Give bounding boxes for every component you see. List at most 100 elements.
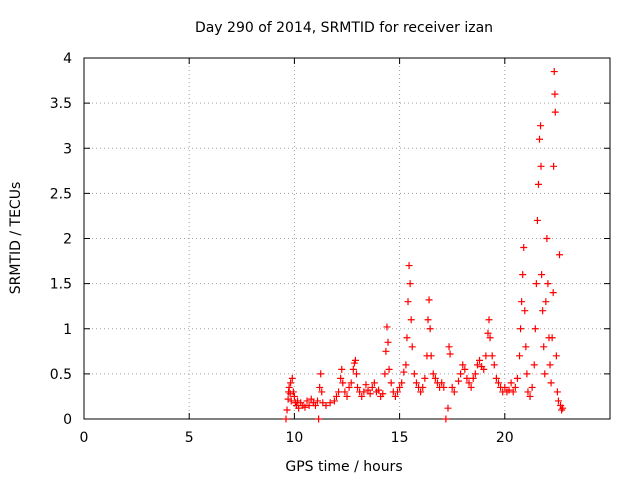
data-point: [379, 390, 387, 398]
data-point: [283, 406, 291, 414]
data-point: [383, 323, 391, 331]
data-point: [485, 316, 493, 324]
y-tick-label: 1.5: [50, 277, 72, 293]
data-point: [517, 325, 525, 333]
data-point: [445, 343, 453, 351]
data-point: [295, 404, 303, 412]
data-point: [552, 352, 560, 360]
data-point: [501, 383, 509, 391]
y-tick-label: 4: [63, 51, 72, 67]
data-point: [482, 352, 490, 360]
data-point: [549, 289, 557, 297]
data-point: [347, 379, 355, 387]
data-point: [317, 370, 325, 378]
data-point: [360, 388, 368, 396]
data-point: [429, 370, 437, 378]
data-point: [457, 370, 465, 378]
data-point: [341, 388, 349, 396]
data-point: [536, 135, 544, 143]
data-point: [338, 365, 346, 373]
data-point: [465, 379, 473, 387]
data-point: [542, 298, 550, 306]
data-point: [343, 392, 351, 400]
data-point: [544, 280, 552, 288]
data-point: [358, 392, 366, 400]
data-point: [546, 361, 554, 369]
data-point: [301, 403, 309, 411]
data-point: [534, 180, 542, 188]
data-point: [322, 401, 330, 409]
data-point: [404, 298, 412, 306]
data-point: [307, 395, 315, 403]
data-point: [316, 383, 324, 391]
data-point: [548, 334, 556, 342]
data-point: [407, 316, 415, 324]
data-point: [484, 329, 492, 337]
data-point: [524, 388, 532, 396]
data-point: [551, 108, 559, 116]
data-point: [398, 379, 406, 387]
x-tick-label: 0: [80, 430, 89, 446]
data-point: [480, 365, 488, 373]
data-point: [550, 162, 558, 170]
data-point: [539, 307, 547, 315]
data-point: [530, 361, 538, 369]
data-point: [362, 381, 370, 389]
data-point: [368, 383, 376, 391]
data-point: [351, 356, 359, 364]
data-point: [354, 383, 362, 391]
data-point: [382, 347, 390, 355]
data-point: [446, 350, 454, 358]
data-point: [526, 392, 534, 400]
data-point: [412, 379, 420, 387]
data-point: [513, 374, 521, 382]
data-point: [543, 235, 551, 242]
data-point: [364, 386, 372, 394]
data-point: [330, 397, 338, 405]
data-point: [473, 361, 481, 369]
data-point: [285, 383, 293, 391]
data-point: [550, 68, 558, 76]
data-point: [425, 296, 433, 304]
data-point: [507, 379, 515, 387]
data-point: [305, 401, 313, 409]
data-point: [488, 352, 496, 360]
data-point: [424, 316, 432, 324]
data-point: [442, 415, 450, 423]
x-axis-label: GPS time / hours: [285, 459, 402, 475]
data-point: [523, 370, 531, 378]
data-point: [551, 90, 559, 98]
data-point: [400, 368, 408, 376]
data-point: [540, 343, 548, 351]
data-point: [421, 374, 429, 382]
data-point: [318, 388, 326, 396]
data-point: [520, 244, 528, 252]
data-point: [469, 374, 477, 382]
y-tick-label: 2: [63, 232, 72, 248]
data-point: [556, 251, 564, 259]
data-point: [410, 370, 418, 378]
data-point: [287, 397, 295, 405]
grid-lines: [84, 58, 610, 419]
data-point: [522, 343, 530, 351]
data-point: [431, 374, 439, 382]
data-point: [494, 379, 502, 387]
data-point: [547, 379, 555, 387]
data-point: [461, 365, 469, 373]
data-point: [426, 325, 434, 333]
y-tick-label: 3: [63, 141, 72, 157]
data-point: [408, 343, 416, 351]
data-point: [290, 392, 298, 400]
y-tick-label: 1: [63, 322, 72, 338]
data-point: [419, 383, 427, 391]
data-point: [403, 334, 411, 342]
data-point: [352, 370, 360, 378]
data-point: [402, 361, 410, 369]
data-point: [448, 383, 456, 391]
data-point: [531, 325, 539, 333]
data-point: [537, 162, 545, 170]
data-point: [289, 388, 297, 396]
data-point: [393, 388, 401, 396]
data-point: [518, 298, 526, 306]
data-point: [516, 352, 524, 360]
